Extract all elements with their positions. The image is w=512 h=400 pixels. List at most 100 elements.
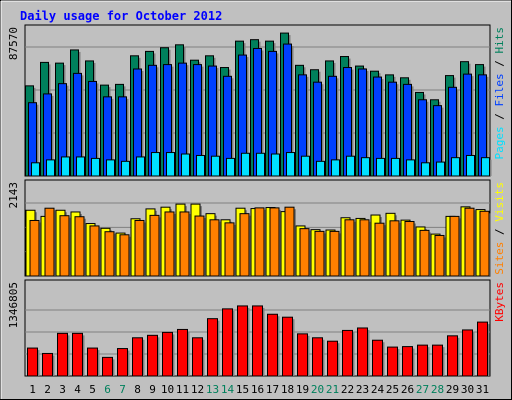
- bar-kbytes-day-20: [312, 337, 323, 377]
- bar-kbytes-day-10: [162, 331, 173, 377]
- x-tick-label-day-12: 12: [191, 383, 204, 396]
- series-label-part: Hits: [493, 27, 506, 54]
- bar-sites-day-11: [179, 211, 190, 277]
- x-tick-label-day-21: 21: [326, 383, 339, 396]
- bar-pages-day-6: [106, 159, 115, 177]
- bar-kbytes-day-30: [462, 329, 473, 377]
- bar-sites-day-5: [89, 225, 100, 277]
- bar-sites-day-14: [224, 222, 235, 277]
- bar-sites-day-13: [209, 219, 220, 277]
- bar-pages-day-14: [226, 157, 235, 177]
- x-tick-label-day-26: 26: [401, 383, 414, 396]
- bar-sites-day-8: [134, 219, 145, 277]
- bar-sites-day-26: [404, 220, 415, 277]
- bar-sites-day-24: [374, 222, 385, 277]
- bar-kbytes-day-22: [342, 329, 353, 377]
- bar-pages-day-19: [301, 155, 310, 177]
- x-tick-label-day-27: 27: [416, 383, 429, 396]
- chart-title: Daily usage for October 2012: [20, 9, 222, 23]
- bar-kbytes-day-13: [207, 318, 218, 377]
- bar-kbytes-day-7: [117, 348, 128, 377]
- bar-sites-day-17: [269, 207, 280, 277]
- x-tick-label-day-16: 16: [251, 383, 264, 396]
- bar-kbytes-day-26: [402, 346, 413, 377]
- bar-pages-day-12: [196, 154, 205, 177]
- bar-pages-day-1: [31, 162, 40, 177]
- bar-pages-day-11: [181, 153, 190, 177]
- x-tick-label-day-13: 13: [206, 383, 219, 396]
- x-tick-label-day-19: 19: [296, 383, 309, 396]
- bar-sites-day-4: [74, 216, 85, 277]
- bar-kbytes-day-29: [447, 335, 458, 377]
- chart-panels: 87570 Pages / Files / Hits 2143 Sites / Vis…: [7, 24, 506, 377]
- bar-sites-day-19: [299, 228, 310, 277]
- x-tick-label-day-9: 9: [149, 383, 156, 396]
- bar-kbytes-day-6: [102, 356, 113, 377]
- bar-pages-day-4: [76, 156, 85, 177]
- bar-sites-day-31: [479, 210, 490, 277]
- x-tick-label-day-15: 15: [236, 383, 249, 396]
- bar-pages-day-3: [61, 156, 70, 177]
- x-tick-label-day-29: 29: [446, 383, 459, 396]
- bar-kbytes-day-4: [72, 332, 83, 377]
- bar-sites-day-23: [359, 219, 370, 277]
- x-tick-label-day-8: 8: [134, 383, 141, 396]
- bar-pages-day-22: [346, 155, 355, 177]
- bar-pages-day-18: [286, 152, 295, 177]
- bar-kbytes-day-9: [147, 334, 158, 377]
- series-label-part: Sites: [493, 242, 506, 275]
- bar-sites-day-1: [29, 219, 40, 277]
- series-label-part: /: [493, 222, 506, 242]
- x-tick-label-day-30: 30: [461, 383, 474, 396]
- bar-kbytes-day-2: [42, 352, 53, 377]
- bar-kbytes-day-16: [252, 305, 263, 377]
- x-tick-label-day-2: 2: [44, 383, 51, 396]
- x-tick-label-day-7: 7: [119, 383, 126, 396]
- bar-pages-day-5: [91, 157, 100, 177]
- bar-sites-day-18: [284, 206, 295, 277]
- series-label: Pages / Files / Hits: [493, 27, 506, 160]
- x-tick-label-day-22: 22: [341, 383, 354, 396]
- bar-pages-day-8: [136, 156, 145, 177]
- x-tick-label-day-25: 25: [386, 383, 399, 396]
- panel-1: 87570 Pages / Files / Hits: [7, 24, 506, 177]
- bar-sites-day-10: [164, 211, 175, 277]
- bar-pages-day-30: [466, 154, 475, 177]
- bar-kbytes-day-17: [267, 313, 278, 377]
- bar-sites-day-12: [194, 215, 205, 277]
- bar-pages-day-17: [271, 153, 280, 177]
- x-tick-label-day-10: 10: [161, 383, 174, 396]
- bar-kbytes-day-12: [192, 337, 203, 377]
- bar-pages-day-29: [451, 157, 460, 177]
- bar-pages-day-2: [46, 159, 55, 177]
- bar-sites-day-27: [419, 229, 430, 277]
- bar-kbytes-day-1: [27, 347, 38, 377]
- x-tick-label-day-20: 20: [311, 383, 324, 396]
- series-label: Sites / Visits: [493, 182, 506, 275]
- bar-kbytes-day-5: [87, 347, 98, 377]
- bar-kbytes-day-23: [357, 327, 368, 377]
- bar-kbytes-day-27: [417, 344, 428, 377]
- x-tick-label-day-24: 24: [371, 383, 385, 396]
- x-tick-label-day-1: 1: [29, 383, 36, 396]
- x-tick-label-day-3: 3: [59, 383, 66, 396]
- x-tick-label-day-5: 5: [89, 383, 96, 396]
- bar-pages-day-20: [316, 160, 325, 177]
- bar-sites-day-7: [119, 234, 130, 277]
- bar-sites-day-21: [329, 230, 340, 277]
- x-tick-label-day-23: 23: [356, 383, 369, 396]
- panel-3: 1346805 KBytes: [7, 279, 506, 377]
- bar-sites-day-28: [434, 234, 445, 277]
- bar-pages-day-10: [166, 152, 175, 177]
- bar-sites-day-20: [314, 230, 325, 277]
- bar-sites-day-25: [389, 220, 400, 277]
- bar-sites-day-3: [59, 215, 70, 277]
- bar-pages-day-16: [256, 152, 265, 177]
- series-label-part: /: [493, 54, 506, 74]
- bar-kbytes-day-14: [222, 308, 233, 377]
- bar-pages-day-13: [211, 155, 220, 177]
- x-tick-label-day-31: 31: [476, 383, 489, 396]
- panel-2: 2143 Sites / Visits: [7, 179, 506, 277]
- x-axis-labels: 1 2 3 4 5 6 7 8 9 10 11 12 13 14 15 16 17 18 19 20 21 22 23 24 2…: [29, 383, 489, 396]
